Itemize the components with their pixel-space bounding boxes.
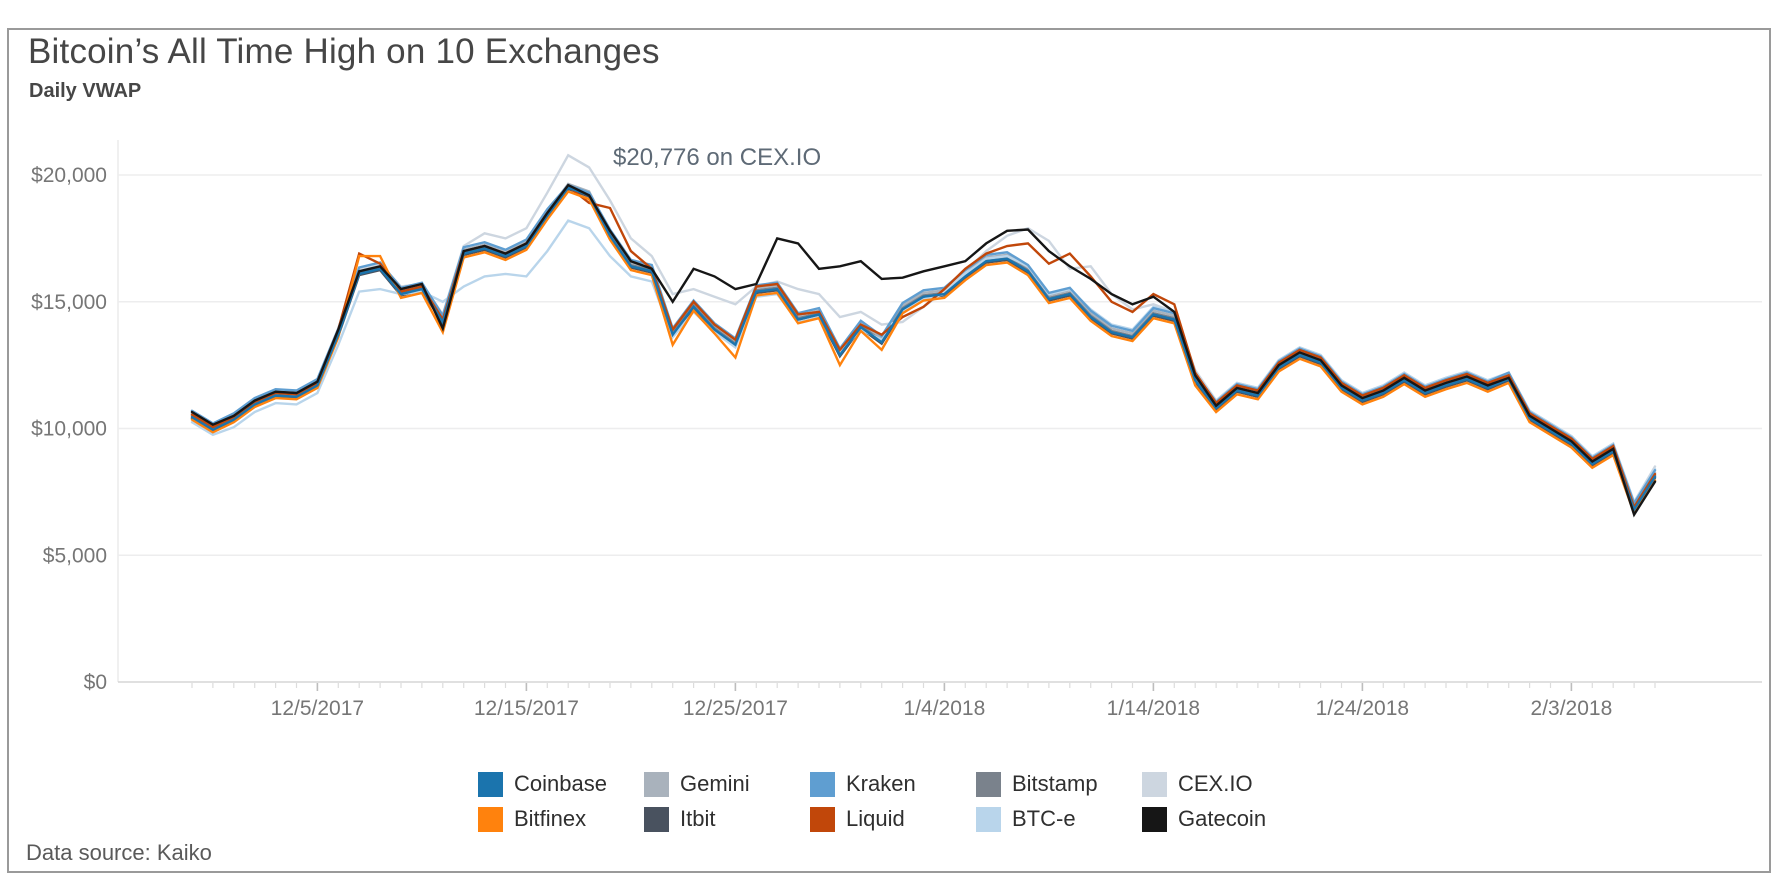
series-line-bitfinex bbox=[190, 190, 1657, 517]
y-tick-label: $20,000 bbox=[31, 164, 107, 187]
legend-item-cex-io[interactable]: CEX.IO bbox=[1142, 771, 1308, 797]
legend-item-btc-e[interactable]: BTC-e bbox=[976, 806, 1142, 832]
legend-item-kraken[interactable]: Kraken bbox=[810, 771, 976, 797]
legend-swatch-kraken bbox=[810, 771, 835, 797]
legend-swatch-gemini bbox=[644, 771, 669, 797]
x-tick-label: 1/4/2018 bbox=[904, 697, 986, 720]
legend-item-coinbase[interactable]: Coinbase bbox=[478, 771, 644, 797]
legend-swatch-gatecoin bbox=[1142, 806, 1167, 832]
x-tick-label: 12/25/2017 bbox=[683, 697, 788, 720]
legend-item-bitstamp[interactable]: Bitstamp bbox=[976, 771, 1142, 797]
series-line-cex-io bbox=[190, 153, 1657, 505]
legend-label-bitstamp: Bitstamp bbox=[1012, 771, 1098, 796]
legend-item-bitfinex[interactable]: Bitfinex bbox=[478, 806, 644, 832]
data-source-caption: Data source: Kaiko bbox=[26, 840, 212, 865]
legend-item-gemini[interactable]: Gemini bbox=[644, 771, 810, 797]
legend-label-liquid: Liquid bbox=[846, 806, 905, 831]
x-tick-label: 12/15/2017 bbox=[474, 697, 579, 720]
series-line-liquid bbox=[190, 184, 1657, 510]
legend-label-itbit: Itbit bbox=[680, 806, 716, 831]
legend-label-bitfinex: Bitfinex bbox=[514, 806, 587, 831]
legend-item-liquid[interactable]: Liquid bbox=[810, 806, 976, 832]
peak-annotation: $20,776 on CEX.IO bbox=[613, 144, 822, 171]
chart-frame-border bbox=[7, 28, 1771, 873]
legend-row: Coinbase Gemini Kraken Bitstamp CEX.IO bbox=[478, 771, 1308, 797]
legend-swatch-btc-e bbox=[976, 806, 1001, 832]
legend-label-btc-e: BTC-e bbox=[1012, 806, 1076, 831]
x-tick-label: 1/14/2018 bbox=[1107, 697, 1200, 720]
legend-label-kraken: Kraken bbox=[846, 771, 916, 796]
y-tick-label: $10,000 bbox=[31, 418, 107, 441]
legend-label-coinbase: Coinbase bbox=[514, 771, 607, 796]
series-line-btc-e bbox=[190, 219, 1657, 505]
series-line-kraken bbox=[190, 183, 1657, 507]
x-tick-label: 12/5/2017 bbox=[271, 697, 364, 720]
series-line-gatecoin bbox=[190, 183, 1657, 518]
legend-swatch-liquid bbox=[810, 806, 835, 832]
y-tick-label: $5,000 bbox=[43, 544, 107, 567]
page-title: Bitcoin’s All Time High on 10 Exchanges bbox=[28, 32, 660, 71]
legend-item-itbit[interactable]: Itbit bbox=[644, 806, 810, 832]
legend-row: Bitfinex Itbit Liquid BTC-e Gatecoin bbox=[478, 806, 1308, 832]
legend-label-gemini: Gemini bbox=[680, 771, 750, 796]
legend-label-gatecoin: Gatecoin bbox=[1178, 806, 1267, 831]
series-line-bitstamp bbox=[190, 184, 1657, 512]
chart-legend: Coinbase Gemini Kraken Bitstamp CEX.IO Bitfin… bbox=[478, 771, 1308, 832]
series-line-itbit bbox=[190, 187, 1657, 514]
series-line-coinbase bbox=[190, 186, 1657, 513]
y-tick-label: $0 bbox=[84, 671, 107, 694]
chart-subtitle: Daily VWAP bbox=[29, 80, 142, 102]
y-tick-label: $15,000 bbox=[31, 291, 107, 314]
legend-swatch-bitstamp bbox=[976, 771, 1001, 797]
legend-swatch-bitfinex bbox=[478, 806, 503, 832]
series-line-gemini bbox=[190, 182, 1657, 509]
legend-swatch-cex-io bbox=[1142, 771, 1167, 797]
x-tick-label: 1/24/2018 bbox=[1316, 697, 1409, 720]
legend-swatch-coinbase bbox=[478, 771, 503, 797]
legend-label-cex-io: CEX.IO bbox=[1178, 771, 1253, 796]
x-tick-label: 2/3/2018 bbox=[1531, 697, 1613, 720]
legend-item-gatecoin[interactable]: Gatecoin bbox=[1142, 806, 1308, 832]
legend-swatch-itbit bbox=[644, 806, 669, 832]
